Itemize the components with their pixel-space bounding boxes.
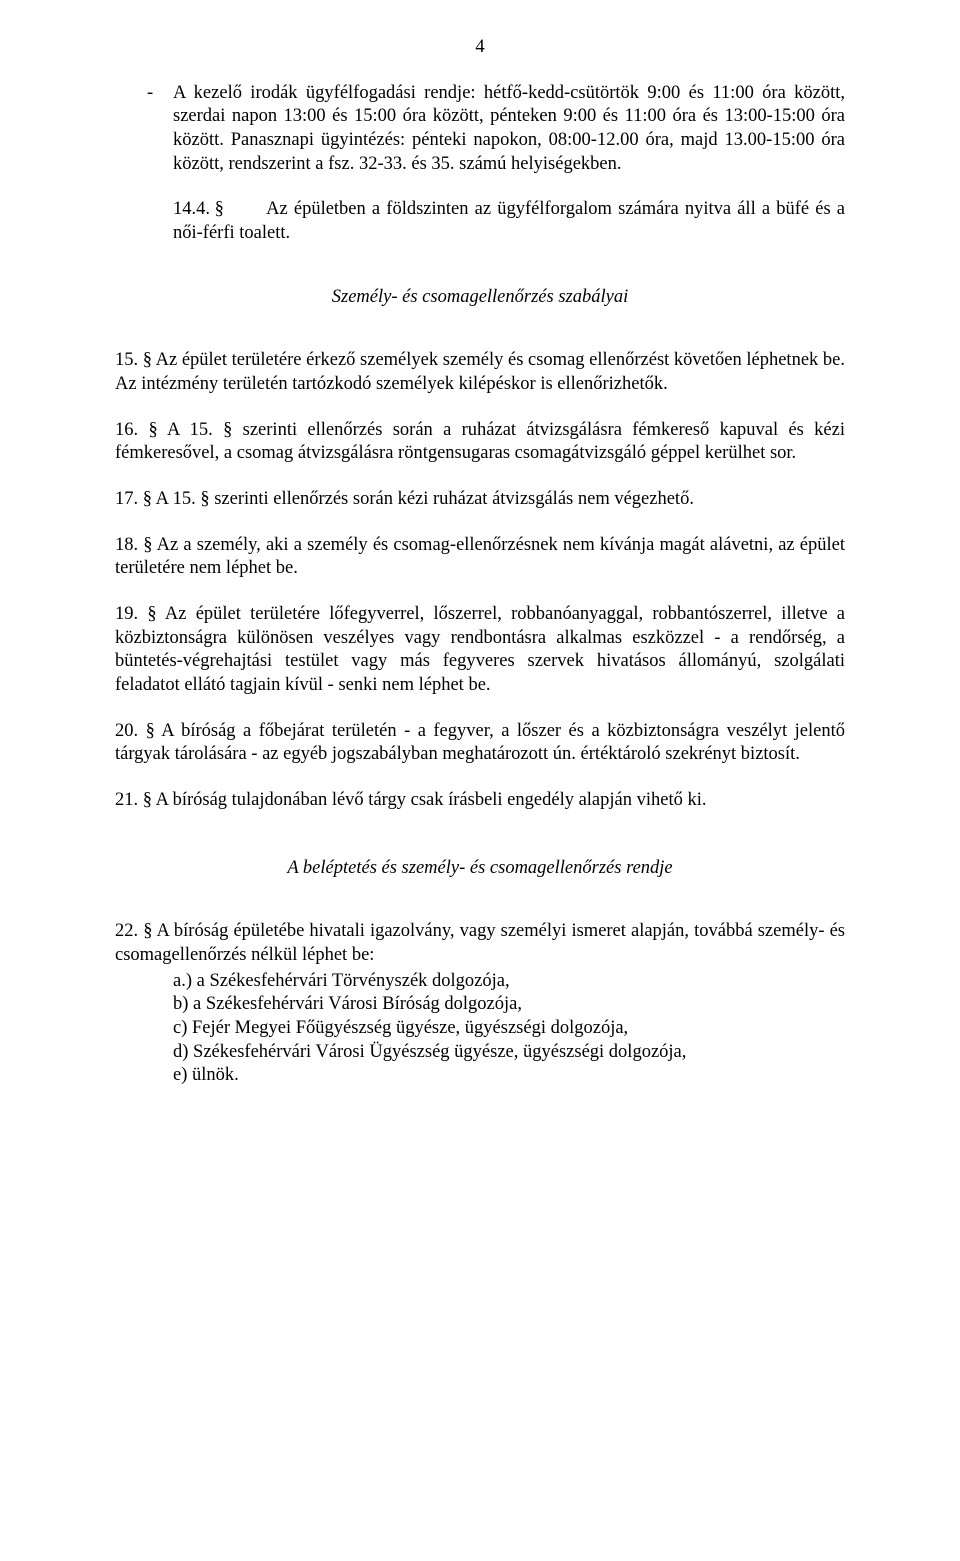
paragraph-18: 18. § Az a személy, aki a személy és cso… (115, 534, 845, 581)
paragraph-14-4: 14.4. § Az épületben a földszinten az üg… (115, 198, 845, 245)
paragraph-22-list: a.) a Székesfehérvári Törvényszék dolgoz… (115, 970, 845, 1088)
list-item: a.) a Székesfehérvári Törvényszék dolgoz… (173, 970, 845, 994)
paragraph-text: Az épületben a földszinten az ügyfélforg… (173, 199, 845, 243)
list-item: d) Székesfehérvári Városi Ügyészség ügyé… (173, 1041, 845, 1065)
paragraph-19: 19. § Az épület területére lőfegyverrel,… (115, 603, 845, 698)
paragraph-17: 17. § A 15. § szerinti ellenőrzés során … (115, 488, 845, 512)
clause-number: 14.4. § (173, 198, 261, 222)
list-item: b) a Székesfehérvári Városi Bíróság dolg… (173, 993, 845, 1017)
bullet-dash-icon: - (147, 82, 173, 106)
paragraph-22-intro: 22. § A bíróság épületébe hivatali igazo… (115, 920, 845, 967)
list-item: e) ülnök. (173, 1064, 845, 1088)
page-number: 4 (115, 36, 845, 60)
paragraph-bullet: - A kezelő irodák ügyfélfogadási rendje:… (115, 82, 845, 177)
document-page: 4 - A kezelő irodák ügyfélfogadási rendj… (0, 0, 960, 1561)
paragraph-text: A kezelő irodák ügyfélfogadási rendje: h… (173, 83, 845, 174)
paragraph-16: 16. § A 15. § szerinti ellenőrzés során … (115, 419, 845, 466)
paragraph-21: 21. § A bíróság tulajdonában lévő tárgy … (115, 789, 845, 813)
paragraph-20: 20. § A bíróság a főbejárat területén - … (115, 720, 845, 767)
section-heading-2: A beléptetés és személy- és csomagellenő… (115, 857, 845, 881)
paragraph-15: 15. § Az épület területére érkező személ… (115, 349, 845, 396)
list-item: c) Fejér Megyei Főügyészség ügyésze, ügy… (173, 1017, 845, 1041)
section-heading-1: Személy- és csomagellenőrzés szabályai (115, 286, 845, 310)
